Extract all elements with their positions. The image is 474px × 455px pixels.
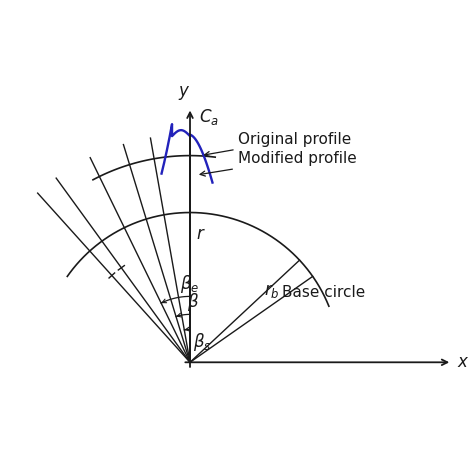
Text: $r$: $r$ xyxy=(196,225,206,243)
Text: $r_b$: $r_b$ xyxy=(264,282,280,299)
Text: $\beta_e$: $\beta_e$ xyxy=(180,273,199,295)
Text: $x$: $x$ xyxy=(456,353,469,371)
Text: Original profile: Original profile xyxy=(205,131,351,157)
Text: Modified profile: Modified profile xyxy=(200,151,356,176)
Text: $\beta_s$: $\beta_s$ xyxy=(193,331,211,353)
Text: $C_a$: $C_a$ xyxy=(199,107,219,127)
Text: $y$: $y$ xyxy=(178,84,190,101)
Text: Base circle: Base circle xyxy=(282,285,365,299)
Text: $\beta$: $\beta$ xyxy=(187,291,200,313)
